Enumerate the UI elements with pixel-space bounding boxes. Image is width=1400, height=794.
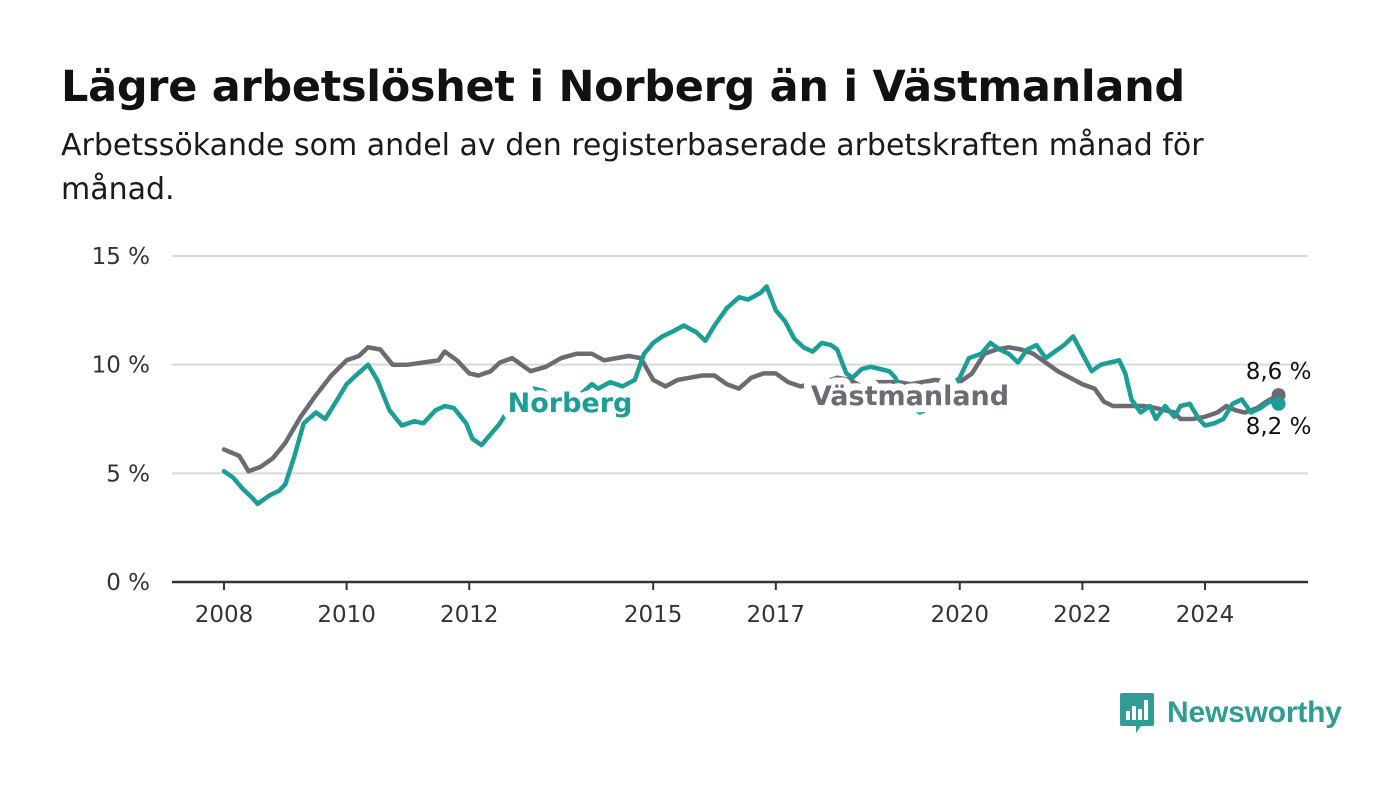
x-tick-label: 2017 [747, 602, 806, 628]
series-end-value-label: 8,6 % [1246, 359, 1312, 385]
x-tick-label: 2010 [317, 602, 376, 628]
y-tick-label: 15 % [92, 244, 150, 270]
x-tick-label: 2012 [440, 602, 499, 628]
series-end-value-label: 8,2 % [1246, 414, 1312, 440]
x-tick-label: 2022 [1053, 602, 1112, 628]
series-line-norberg [221, 284, 1281, 507]
y-tick-label: 0 % [106, 570, 150, 596]
x-tick-label: 2008 [195, 602, 254, 628]
x-axis-ticks: 2008 2010 2012 2015 2017 2020 2022 2024 [195, 582, 1235, 628]
series-line-v-stmanland [221, 345, 1281, 474]
y-axis-ticks: 0 % 5 % 10 % 15 % [92, 244, 150, 596]
brand-name: Newsworthy [1167, 696, 1342, 729]
series-label-halo: Västmanland [811, 381, 1009, 412]
series-label: Norberg [508, 388, 633, 419]
series-lines [221, 284, 1286, 507]
newsworthy-brand: Newsworthy [1119, 690, 1342, 736]
gridlines [172, 255, 1308, 584]
y-tick-label: 10 % [92, 353, 150, 379]
x-tick-label: 2020 [930, 602, 989, 628]
newsworthy-bar-chart-icon [1120, 693, 1154, 733]
x-tick-label: 2015 [624, 602, 683, 628]
chart-subtitle: Arbetssökande som andel av den registerb… [61, 128, 1204, 207]
y-tick-label: 5 % [106, 461, 150, 487]
series-label-halo: Norberg [508, 388, 633, 419]
series-end-point [1271, 396, 1286, 411]
chart-title: Lägre arbetslöshet i Norberg än i Västma… [61, 62, 1185, 112]
series-label: Västmanland [811, 381, 1009, 412]
x-tick-label: 2024 [1176, 602, 1235, 628]
